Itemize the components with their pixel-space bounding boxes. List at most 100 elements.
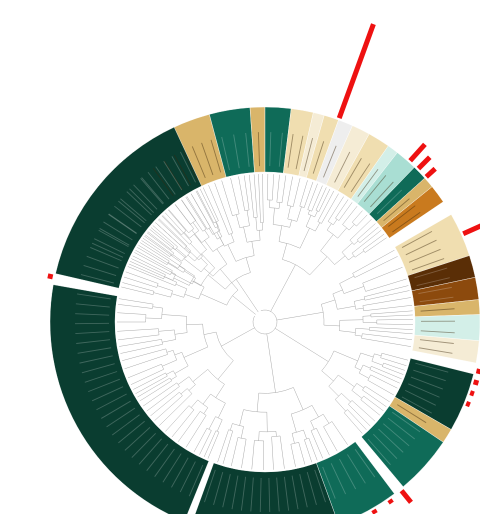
tree-branch — [362, 334, 412, 340]
tree-branch — [335, 200, 348, 219]
tree-branch — [209, 185, 229, 234]
tree-branch — [292, 430, 303, 433]
tree-branch — [124, 277, 157, 287]
tree-branch — [184, 258, 201, 271]
tree-branch — [363, 365, 370, 368]
tree-branch — [204, 332, 216, 335]
tree-branch — [244, 227, 247, 242]
tree-branch — [178, 377, 189, 385]
tree-branch — [365, 386, 390, 402]
tree-branch — [238, 176, 244, 210]
tree-branch — [323, 421, 331, 426]
tree-branch — [176, 284, 187, 289]
tree-branch — [322, 351, 334, 371]
tree-branch — [173, 274, 176, 280]
tree-branch — [279, 242, 300, 249]
tree-branch — [203, 394, 211, 404]
tree-branch — [138, 245, 183, 272]
tree-branch — [128, 266, 175, 285]
tree-branch — [359, 373, 369, 378]
tree-branch — [244, 410, 267, 413]
tree-branch — [342, 252, 348, 260]
tree-branch — [348, 256, 354, 260]
tree-branch — [157, 286, 172, 291]
tree-branch — [333, 219, 337, 225]
tree-branch — [332, 421, 348, 444]
tree-branch — [232, 424, 243, 427]
ring-segment — [56, 127, 202, 288]
tree-branch — [119, 339, 162, 346]
tree-branch — [134, 252, 175, 274]
tree-branch — [247, 210, 249, 225]
tree-branch — [182, 200, 196, 221]
tree-branch — [184, 347, 208, 357]
tree-branch — [257, 393, 259, 412]
tree-branch — [324, 325, 340, 326]
tree-branch — [136, 250, 173, 270]
tree-branch — [231, 437, 238, 466]
tree-branch — [363, 297, 411, 305]
ring-segment — [191, 463, 338, 514]
tree-branch — [216, 384, 225, 397]
tree-branch — [199, 287, 204, 299]
tree-branch — [363, 267, 403, 283]
tree-branch — [145, 235, 171, 254]
tree-branch — [200, 189, 218, 226]
tree-branch — [262, 174, 263, 223]
tree-branch — [341, 393, 350, 402]
tree-branch — [187, 389, 192, 394]
tree-branch — [371, 311, 413, 314]
tree-branch — [271, 293, 281, 311]
tree-branch — [287, 177, 292, 206]
tree-branch — [186, 415, 206, 447]
tree-branch — [300, 180, 308, 206]
tree-branch — [173, 255, 182, 262]
tree-branch — [126, 272, 158, 284]
tree-branch — [198, 400, 208, 408]
tree-branch — [339, 331, 355, 333]
tree-branch — [209, 228, 213, 234]
tree-branch — [154, 293, 171, 298]
tree-branch — [137, 378, 169, 397]
tree-branch — [199, 431, 211, 455]
tree-branch — [299, 442, 305, 464]
tree-branch — [364, 396, 384, 411]
tree-branch — [282, 243, 286, 259]
tree-branch — [292, 433, 294, 443]
tree-branch — [216, 332, 233, 361]
tree-branch — [338, 228, 347, 238]
tree-branch — [356, 328, 370, 329]
tree-branch — [371, 315, 413, 317]
tree-branch — [335, 399, 346, 411]
tree-branch — [335, 393, 341, 399]
tree-branch — [151, 392, 180, 416]
tree-branch — [120, 344, 162, 353]
tree-branch — [353, 273, 355, 277]
tree-branch — [189, 385, 195, 391]
tree-branch — [315, 223, 320, 231]
tree-branch — [355, 367, 361, 370]
ring-segment — [50, 285, 209, 514]
tree-branch — [364, 297, 365, 300]
tree-branch — [355, 328, 356, 335]
tree-branch — [244, 175, 249, 210]
tree-branch — [355, 256, 398, 277]
tree-branch — [254, 174, 257, 217]
tree-branch — [371, 375, 398, 388]
value-bar — [463, 222, 480, 234]
tree-branch — [327, 224, 331, 230]
tree-branch — [321, 304, 324, 325]
tree-branch — [293, 178, 300, 206]
tree-branch — [158, 329, 159, 335]
tree-branch — [300, 228, 310, 248]
tree-branch — [225, 273, 250, 290]
tree-branch — [193, 369, 208, 381]
tree-branch — [368, 380, 394, 395]
tree-branch — [118, 304, 152, 308]
tree-branch — [287, 205, 293, 206]
tree-branch — [329, 386, 339, 396]
tree-branch — [186, 324, 202, 325]
tree-branch — [189, 406, 194, 410]
tree-branch — [238, 437, 246, 439]
tree-branch — [203, 324, 208, 347]
